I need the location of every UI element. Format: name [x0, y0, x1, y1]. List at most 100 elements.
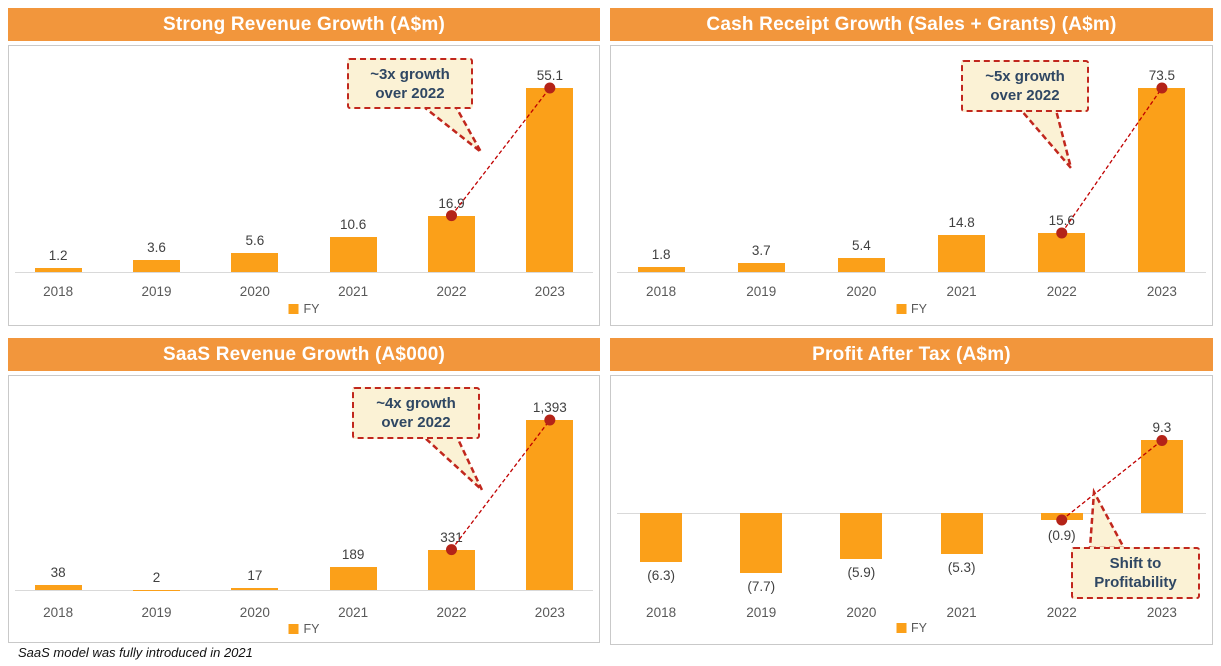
legend: FY [896, 621, 927, 635]
legend-swatch-icon [896, 623, 907, 633]
legend: FY [288, 302, 320, 316]
year-label-2021: 2021 [338, 284, 369, 299]
value-label-2023: 55.1 [536, 68, 563, 83]
value-label-2021: (5.3) [947, 560, 976, 576]
value-label-2022: 15.6 [1048, 212, 1075, 228]
chart-title-cash-receipts: Cash Receipt Growth (Sales + Grants) (A$… [610, 8, 1213, 41]
bar-2021 [940, 513, 983, 555]
callout-tail [420, 105, 483, 153]
callout-tail [1088, 487, 1127, 550]
bar-2023 [1138, 88, 1186, 272]
legend-label: FY [303, 622, 320, 636]
bar-2022 [1040, 513, 1083, 521]
value-label-2021: 10.6 [340, 216, 367, 232]
value-label-2023: 1,393 [532, 400, 567, 415]
year-label-2020: 2020 [846, 605, 877, 620]
legend-label: FY [911, 621, 927, 635]
year-label-2020: 2020 [239, 284, 270, 299]
value-label-2023: 9.3 [1152, 420, 1172, 436]
callout-text-line-1: ~3x growth [370, 65, 450, 83]
value-label-2022: 16.9 [438, 195, 465, 211]
value-label-2018: 38 [50, 565, 66, 581]
year-label-2020: 2020 [846, 284, 877, 299]
annotation-overlay [1056, 434, 1168, 550]
value-label-2019: (7.7) [747, 579, 776, 595]
chart-panel-saas-revenue: SaaS Revenue Growth (A$000) 38 2018 2 2019 1… [8, 338, 600, 643]
callout-text-line-2: over 2022 [381, 414, 451, 431]
bar-2019 [133, 259, 180, 272]
bar-2020 [840, 513, 883, 560]
chart-title-profit-after-tax: Profit After Tax (A$m) [610, 338, 1213, 371]
legend: FY [288, 622, 320, 636]
year-label-2018: 2018 [43, 284, 74, 299]
legend-swatch-icon [288, 624, 299, 634]
bar-2018 [34, 585, 82, 590]
year-label-2022: 2022 [436, 605, 467, 620]
bar-2022 [1038, 232, 1086, 272]
x-axis-line [617, 272, 1206, 273]
year-label-2021: 2021 [338, 605, 369, 620]
chart-panel-profit-after-tax: Profit After Tax (A$m) (6.3) 2018 (7.7) 201… [610, 338, 1213, 645]
annotation-overlay [420, 414, 556, 556]
x-axis-line [15, 590, 593, 591]
annotation-overlay [420, 82, 556, 222]
year-label-2019: 2019 [746, 284, 777, 299]
year-label-2018: 2018 [646, 284, 677, 299]
callout-text-line-1: Shift to [1109, 555, 1162, 572]
callout-tail [1018, 108, 1073, 169]
value-label-2018: (6.3) [647, 568, 675, 584]
legend-label: FY [303, 302, 320, 316]
callout: ~5x growth over 2022 [961, 60, 1089, 112]
year-label-2022: 2022 [1046, 605, 1077, 620]
bar-2022 [428, 549, 475, 590]
legend: FY [896, 302, 927, 316]
chart-panel-revenue: Strong Revenue Growth (A$m) 1.2 2018 3.6 20… [8, 8, 600, 326]
value-label-2020: 17 [247, 567, 263, 583]
annotation-overlay [1018, 82, 1168, 239]
chart-plot-saas-revenue: 38 2018 2 2019 17 2020 189 2021 331 2022 1,393 2023… [8, 375, 600, 643]
year-label-2021: 2021 [946, 284, 977, 299]
chart-title-revenue: Strong Revenue Growth (A$m) [8, 8, 600, 41]
value-label-2018: 1.8 [651, 247, 671, 263]
value-label-2021: 14.8 [948, 214, 975, 230]
callout: ~3x growth over 2022 [347, 58, 473, 109]
year-label-2023: 2023 [1146, 284, 1177, 299]
year-label-2018: 2018 [646, 605, 677, 620]
chart-plot-profit-after-tax: (6.3) 2018 (7.7) 2019 (5.9) 2020 (5.3) 2021 (0.9… [610, 375, 1213, 645]
value-label-2021: 189 [341, 546, 365, 562]
value-label-2020: (5.9) [847, 565, 876, 581]
bar-2019 [737, 262, 785, 272]
bar-2020 [231, 587, 279, 590]
callout: ~4x growth over 2022 [352, 387, 480, 439]
chart-plot-cash-receipts: 1.8 2018 3.7 2019 5.4 2020 14.8 2021 15.6 2022 73.… [610, 45, 1213, 326]
year-label-2023: 2023 [534, 605, 565, 620]
bar-2023 [526, 88, 574, 272]
callout-text-line-2: over 2022 [990, 87, 1060, 104]
legend-label: FY [911, 302, 927, 316]
legend-swatch-icon [288, 304, 299, 314]
year-label-2019: 2019 [746, 605, 777, 620]
value-label-2022: 331 [440, 529, 463, 545]
value-label-2018: 1.2 [48, 247, 68, 263]
callout-tail [420, 435, 484, 491]
x-axis-line [15, 272, 593, 273]
year-label-2020: 2020 [239, 605, 270, 620]
bar-2018 [34, 267, 82, 272]
year-label-2019: 2019 [141, 605, 172, 620]
bar-2018 [637, 267, 685, 272]
x-axis-line [617, 513, 1206, 514]
year-label-2021: 2021 [946, 605, 977, 620]
callout-text-line-1: ~5x growth [985, 68, 1065, 85]
callout-text-line-2: Profitability [1094, 574, 1177, 591]
bar-2023 [1140, 440, 1183, 513]
value-label-2022: (0.9) [1047, 528, 1076, 544]
year-label-2023: 2023 [534, 284, 565, 299]
value-label-2019: 3.7 [751, 242, 771, 258]
year-label-2018: 2018 [43, 605, 74, 620]
bar-2021 [938, 234, 986, 272]
value-label-2023: 73.5 [1148, 68, 1176, 83]
year-label-2022: 2022 [436, 284, 467, 299]
bar-2021 [329, 566, 377, 590]
chart-plot-revenue: 1.2 2018 3.6 2019 5.6 2020 10.6 2021 16.9 2022 55.… [8, 45, 600, 326]
value-label-2019: 2 [152, 569, 161, 585]
